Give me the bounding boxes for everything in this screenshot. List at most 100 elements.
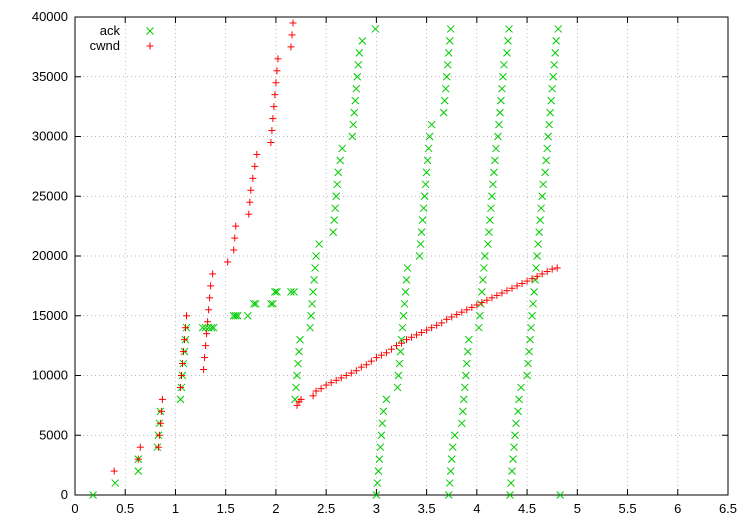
cwnd-point <box>438 319 446 327</box>
ack-point <box>336 156 345 165</box>
marker-stroke <box>496 108 504 117</box>
marker-stroke <box>416 240 425 248</box>
marker-stroke <box>505 25 513 33</box>
ack-point <box>508 467 516 475</box>
marker-stroke <box>512 419 520 428</box>
legend-label-cwnd: cwnd <box>90 38 120 53</box>
marker-stroke <box>418 216 427 225</box>
ack-point <box>487 204 495 213</box>
ack-point <box>295 347 303 356</box>
marker-stroke <box>495 120 503 129</box>
marker-stroke <box>89 491 97 499</box>
marker-stroke <box>338 144 347 153</box>
marker-stroke <box>523 371 531 380</box>
ack-point <box>457 419 466 428</box>
ack-point <box>111 479 120 487</box>
cwnd-point <box>443 315 451 323</box>
ack-point <box>535 228 543 236</box>
marker-stroke <box>448 443 457 452</box>
marker-stroke <box>508 467 516 475</box>
cwnd-point <box>513 282 521 290</box>
ack-point <box>458 407 467 416</box>
marker-stroke <box>517 383 525 392</box>
ack-point <box>556 491 565 499</box>
cwnd-point <box>205 306 213 314</box>
marker-stroke <box>331 204 340 213</box>
ack-point <box>442 72 451 81</box>
ack-point <box>539 180 548 189</box>
marker-stroke <box>491 156 499 165</box>
marker-stroke <box>373 479 382 487</box>
marker-stroke <box>441 84 450 93</box>
cwnd-point <box>352 367 360 375</box>
marker-stroke <box>290 287 298 296</box>
marker-stroke <box>542 156 551 165</box>
cwnd-point <box>246 198 254 206</box>
marker-stroke <box>462 359 471 368</box>
ack-point <box>515 395 523 404</box>
marker-stroke <box>351 96 360 105</box>
ack-point <box>514 407 522 416</box>
cwnd-point <box>268 127 276 135</box>
ack-point <box>395 359 404 368</box>
cwnd-point <box>293 401 301 409</box>
marker-stroke <box>503 48 511 57</box>
ack-point <box>427 120 436 129</box>
marker-stroke <box>243 311 252 320</box>
cwnd-point <box>528 275 536 283</box>
x-tick-label: 4 <box>473 501 480 516</box>
marker-stroke <box>415 252 424 260</box>
cwnd-point <box>253 150 261 158</box>
marker-stroke <box>399 311 408 320</box>
cwnd-point <box>428 324 436 332</box>
ack-point <box>331 204 340 213</box>
cwnd-point <box>548 265 556 273</box>
marker-stroke <box>554 25 563 33</box>
ack-point <box>480 264 488 272</box>
ack-point <box>499 72 507 81</box>
cwnd-point <box>209 270 217 278</box>
legend-label-ack: ack <box>100 23 121 38</box>
marker-stroke <box>541 168 550 177</box>
ack-point <box>464 335 473 344</box>
marker-stroke <box>497 96 505 105</box>
ack-point <box>526 335 534 344</box>
legend-marker-ack <box>146 27 154 35</box>
cwnd-point <box>488 294 496 302</box>
marker-stroke <box>490 168 498 177</box>
ack-point <box>267 299 275 308</box>
marker-stroke <box>534 240 542 248</box>
cwnd-point <box>483 296 491 304</box>
marker-stroke <box>376 443 385 452</box>
plot-frame <box>74 16 729 496</box>
ack-point <box>439 108 448 117</box>
ack-point <box>538 192 546 201</box>
ack-point <box>382 395 391 404</box>
marker-stroke <box>527 323 535 332</box>
ack-point <box>400 299 409 308</box>
ack-point <box>293 371 301 380</box>
marker-stroke <box>547 96 556 105</box>
ack-point <box>529 299 537 308</box>
ack-point <box>287 287 295 296</box>
ack-point <box>506 491 514 499</box>
marker-stroke <box>330 216 339 225</box>
marker-stroke <box>444 48 453 57</box>
marker-stroke <box>306 323 314 332</box>
ack-point <box>481 252 489 260</box>
marker-stroke <box>402 276 411 284</box>
marker-stroke <box>350 108 359 117</box>
ack-point <box>542 156 551 165</box>
cwnd-point <box>553 264 561 272</box>
ack-point <box>524 359 532 368</box>
ack-point <box>491 156 499 165</box>
ack-point <box>292 383 300 392</box>
ack-point <box>523 371 531 380</box>
marker-stroke <box>543 144 552 153</box>
marker-stroke <box>486 216 494 225</box>
ack-point <box>207 323 216 332</box>
cwnd-point <box>181 336 189 344</box>
ack-point <box>89 491 97 499</box>
marker-stroke <box>545 120 554 129</box>
ack-point <box>536 216 544 225</box>
